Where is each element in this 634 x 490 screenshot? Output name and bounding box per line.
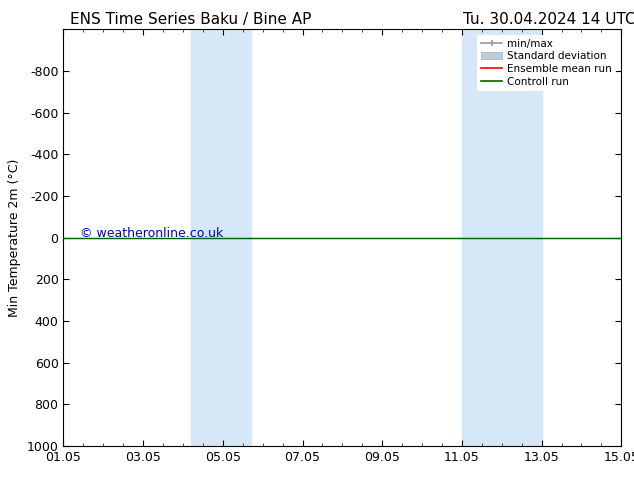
Bar bbox=[501, 29, 541, 446]
Y-axis label: Min Temperature 2m (°C): Min Temperature 2m (°C) bbox=[8, 158, 21, 317]
Text: © weatheronline.co.uk: © weatheronline.co.uk bbox=[80, 227, 223, 240]
Legend: min/max, Standard deviation, Ensemble mean run, Controll run: min/max, Standard deviation, Ensemble me… bbox=[477, 35, 616, 91]
Bar bbox=[191, 29, 223, 446]
Bar bbox=[223, 29, 250, 446]
Text: Tu. 30.04.2024 14 UTC: Tu. 30.04.2024 14 UTC bbox=[463, 12, 634, 27]
Text: ENS Time Series Baku / Bine AP: ENS Time Series Baku / Bine AP bbox=[70, 12, 311, 27]
Bar bbox=[462, 29, 501, 446]
